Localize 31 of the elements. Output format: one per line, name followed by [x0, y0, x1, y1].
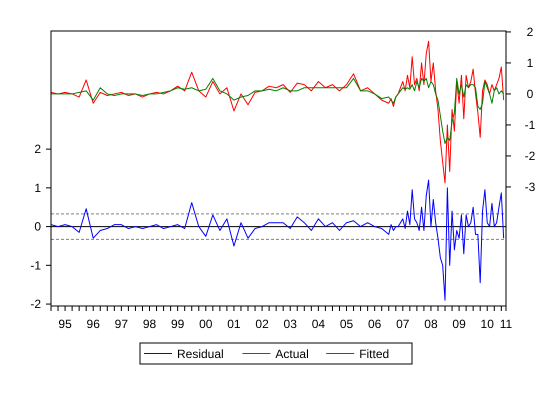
- y-tick-label: -2: [30, 297, 42, 312]
- y2-tick-label: 2: [526, 24, 534, 39]
- x-tick-label: 95: [58, 317, 72, 331]
- y2-tick-label: 1: [526, 56, 534, 70]
- x-tick-label: 98: [142, 317, 156, 331]
- legend-label: Actual: [275, 347, 309, 361]
- x-tick-label: 09: [452, 317, 466, 331]
- y-tick-label: 1: [34, 180, 42, 195]
- x-tick-label: 02: [255, 317, 270, 331]
- x-tick-label: 00: [199, 317, 213, 331]
- x-tick-label: 06: [368, 317, 382, 331]
- x-tick-label: 10: [480, 317, 494, 331]
- y-tick-label: -1: [30, 258, 42, 272]
- x-tick-label: 04: [312, 317, 326, 331]
- x-tick-label: 96: [86, 317, 100, 331]
- x-tick-label: 97: [114, 317, 128, 331]
- y-tick-label: 0: [34, 220, 42, 234]
- x-tick-label: 99: [170, 317, 185, 331]
- y-tick-label: 2: [34, 142, 42, 156]
- x-tick-label: 05: [340, 317, 354, 331]
- y2-tick-label: -2: [524, 148, 536, 163]
- x-tick-label: 08: [424, 317, 438, 331]
- x-tick-label: 07: [396, 317, 410, 331]
- x-tick-label: 03: [284, 317, 298, 331]
- legend-label: Fitted: [359, 347, 390, 361]
- y2-tick-label: 0: [526, 86, 534, 101]
- y2-tick-label: -1: [524, 118, 536, 132]
- y2-tick-label: -3: [524, 180, 536, 194]
- legend-label: Residual: [177, 347, 224, 361]
- x-tick-label: 01: [227, 317, 241, 331]
- x-tick-label: 11: [500, 317, 513, 331]
